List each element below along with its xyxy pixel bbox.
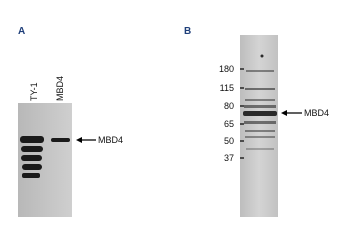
marker-label: 65 bbox=[224, 119, 234, 129]
marker-label: 50 bbox=[224, 136, 234, 146]
bands bbox=[243, 54, 277, 150]
marker-label: 37 bbox=[224, 153, 234, 163]
marker-label: 115 bbox=[220, 83, 234, 93]
lane-label: MBD4 bbox=[55, 76, 65, 101]
arrow bbox=[76, 137, 96, 143]
arrow bbox=[281, 110, 302, 116]
panel-label: B bbox=[184, 26, 191, 37]
marker-ticks bbox=[240, 68, 244, 159]
panel-label: A bbox=[18, 26, 25, 37]
arrow-label: MBD4 bbox=[98, 135, 123, 145]
marker-label: 80 bbox=[224, 101, 234, 111]
blot bbox=[240, 35, 278, 217]
bands bbox=[20, 136, 70, 178]
figure: A TY-1 MBD4 MBD4 B 180 115 80 bbox=[18, 26, 329, 217]
lane-label: TY-1 bbox=[29, 82, 39, 101]
marker-label: 180 bbox=[219, 64, 234, 74]
arrow-label: MBD4 bbox=[304, 108, 329, 118]
